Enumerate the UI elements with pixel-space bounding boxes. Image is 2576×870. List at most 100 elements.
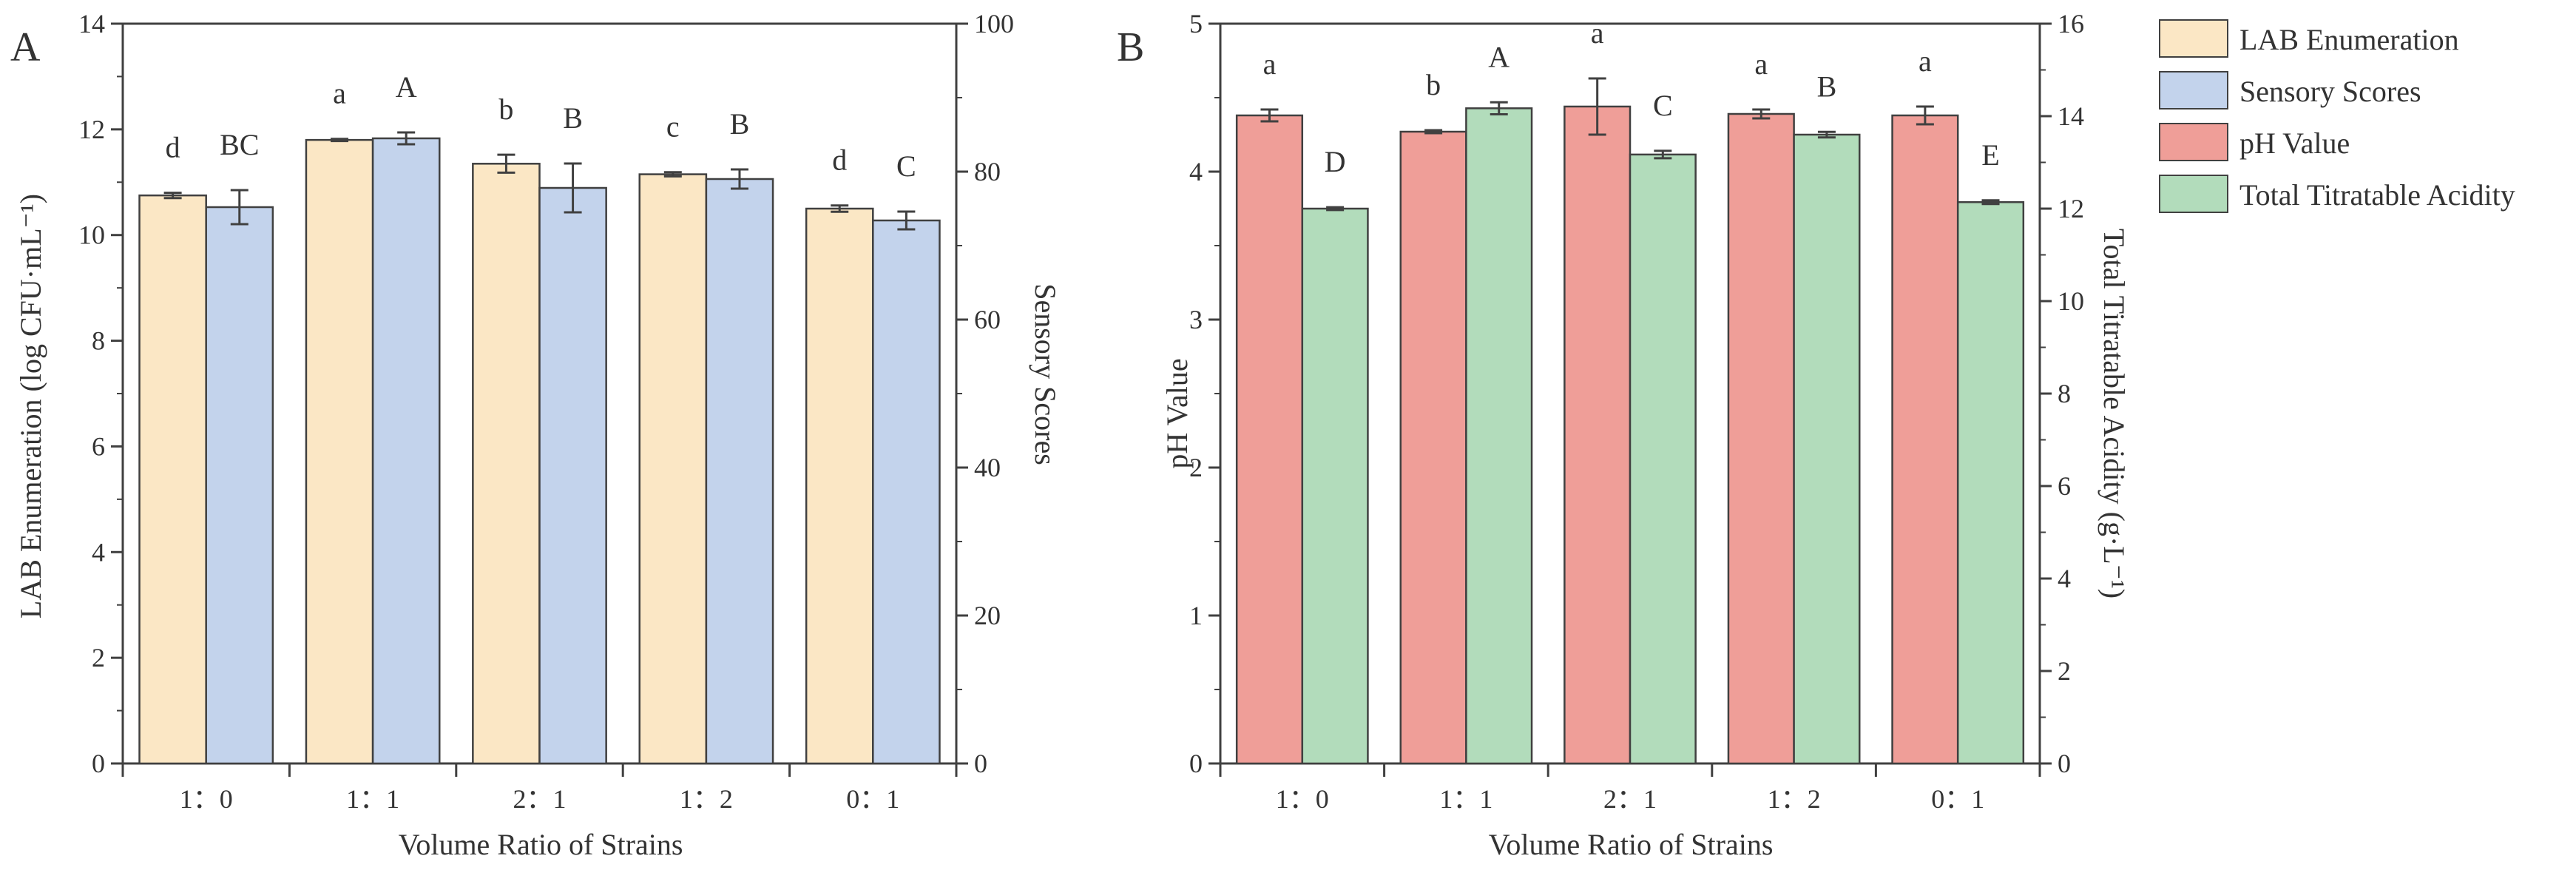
left-axis-tick-label: 3 bbox=[1189, 305, 1203, 334]
right-axis-tick-label: 10 bbox=[2058, 286, 2084, 316]
x-axis-category-label: 1：0 bbox=[1276, 784, 1329, 814]
significance-letter: A bbox=[1488, 40, 1510, 73]
right-axis-tick-label: 40 bbox=[974, 453, 1001, 482]
legend-label-sensory: Sensory Scores bbox=[2239, 75, 2421, 108]
bar bbox=[1235, 114, 1304, 765]
significance-letter: a bbox=[333, 77, 346, 110]
significance-letter: a bbox=[1263, 47, 1277, 81]
legend: LAB Enumeration Sensory Scores pH Value … bbox=[2159, 19, 2515, 213]
bar bbox=[205, 206, 274, 765]
right-axis-tick-label: 14 bbox=[2058, 101, 2084, 131]
significance-letter: b bbox=[1426, 68, 1441, 101]
left-axis-tick-label: 14 bbox=[78, 9, 105, 38]
panel-letter-a: A bbox=[10, 24, 41, 70]
legend-label-tta: Total Titratable Acidity bbox=[2239, 178, 2515, 212]
bar bbox=[805, 207, 874, 765]
bar bbox=[538, 186, 607, 765]
bar bbox=[1465, 107, 1533, 765]
significance-letter: B bbox=[563, 101, 583, 135]
x-axis-category-label: 1：1 bbox=[346, 784, 399, 814]
significance-letter: D bbox=[1325, 145, 1346, 178]
right-axis-tick-label: 100 bbox=[974, 9, 1014, 38]
panel-b-x-axis-label: Volume Ratio of Strains bbox=[1489, 828, 1774, 861]
legend-label-lab: LAB Enumeration bbox=[2239, 23, 2459, 56]
left-axis-tick-label: 0 bbox=[1189, 749, 1203, 778]
bar bbox=[1563, 105, 1632, 765]
legend-swatch-tta bbox=[2159, 175, 2228, 213]
significance-letter: d bbox=[832, 144, 847, 177]
bar bbox=[1629, 153, 1697, 765]
x-axis-category-label: 1：1 bbox=[1439, 784, 1492, 814]
bar bbox=[872, 219, 941, 765]
left-axis-tick-label: 1 bbox=[1189, 601, 1203, 630]
panel-a-left-axis-label: LAB Enumeration (log CFU·mL⁻¹) bbox=[14, 194, 47, 618]
panel-a-right-axis-label: Sensory Scores bbox=[1029, 283, 1062, 465]
significance-letter: B bbox=[730, 107, 750, 141]
significance-letter: C bbox=[896, 149, 916, 183]
x-axis-category-label: 1：2 bbox=[1768, 784, 1821, 814]
bar bbox=[138, 194, 207, 765]
bar bbox=[1727, 112, 1795, 765]
panel-a-x-axis-label: Volume Ratio of Strains bbox=[399, 828, 683, 861]
panel-letter-b: B bbox=[1117, 24, 1144, 70]
bar bbox=[371, 137, 441, 765]
right-axis-tick-label: 0 bbox=[2058, 749, 2071, 778]
x-axis-category-label: 1：0 bbox=[180, 784, 233, 814]
left-axis-tick-label: 10 bbox=[78, 220, 105, 250]
left-axis-tick-label: 0 bbox=[92, 749, 105, 778]
bar bbox=[1793, 133, 1861, 765]
right-axis-tick-label: 20 bbox=[974, 601, 1001, 630]
significance-letter: d bbox=[166, 131, 180, 164]
right-axis-tick-label: 2 bbox=[2058, 656, 2071, 686]
left-axis-tick-label: 2 bbox=[1189, 453, 1203, 482]
right-axis-tick-label: 8 bbox=[2058, 379, 2071, 408]
legend-swatch-lab bbox=[2159, 19, 2228, 58]
panel-b-right-axis-label: Total Titratable Acidity (g·L⁻¹) bbox=[2097, 229, 2131, 598]
right-axis-tick-label: 4 bbox=[2058, 564, 2071, 593]
right-axis-tick-label: 80 bbox=[974, 157, 1001, 186]
right-axis-tick-label: 60 bbox=[974, 305, 1001, 334]
panel-b-left-axis-label: pH Value bbox=[1160, 358, 1194, 468]
left-axis-tick-label: 12 bbox=[78, 115, 105, 144]
x-axis-category-label: 2：1 bbox=[513, 784, 566, 814]
significance-letter: b bbox=[498, 92, 513, 126]
significance-letter: E bbox=[1981, 138, 1999, 172]
x-axis-category-label: 0：1 bbox=[1931, 784, 1984, 814]
significance-letter: a bbox=[1919, 44, 1932, 78]
left-axis-tick-label: 6 bbox=[92, 431, 105, 461]
significance-letter: a bbox=[1754, 47, 1768, 81]
bar bbox=[638, 173, 708, 765]
left-axis-tick-label: 4 bbox=[1189, 157, 1203, 186]
x-axis-category-label: 2：1 bbox=[1603, 784, 1657, 814]
left-axis-tick-label: 5 bbox=[1189, 9, 1203, 38]
left-axis-tick-label: 2 bbox=[92, 643, 105, 672]
left-axis-tick-label: 8 bbox=[92, 326, 105, 356]
significance-letter: B bbox=[1817, 70, 1837, 103]
bar bbox=[1891, 114, 1959, 765]
significance-letter: a bbox=[1591, 16, 1604, 50]
right-axis-tick-label: 6 bbox=[2058, 471, 2071, 501]
significance-letter: c bbox=[666, 110, 680, 144]
bar bbox=[1956, 201, 2025, 765]
right-axis-tick-label: 16 bbox=[2058, 9, 2084, 38]
bar bbox=[705, 178, 774, 765]
left-axis-tick-label: 4 bbox=[92, 537, 105, 567]
right-axis-tick-label: 12 bbox=[2058, 194, 2084, 223]
x-axis-category-label: 0：1 bbox=[846, 784, 899, 814]
legend-swatch-ph bbox=[2159, 123, 2228, 161]
right-axis-tick-label: 0 bbox=[974, 749, 987, 778]
panel-a-plot: 0 2 4 6 8 10 12 14 0 20 40 60 80 100 1：0 1：1 2：1 1：2 0：1 d a… bbox=[78, 9, 1014, 814]
bar bbox=[1301, 207, 1369, 765]
bar bbox=[305, 138, 374, 765]
significance-letter: BC bbox=[220, 128, 259, 161]
significance-letter: C bbox=[1653, 89, 1673, 122]
panel-a: A 0 2 4 6 8 10 12 14 0 20 40 60 80 100 1：0 1：1 2：1 1：2 0：1… bbox=[10, 9, 1062, 861]
legend-label-ph: pH Value bbox=[2239, 127, 2350, 160]
legend-swatch-sensory bbox=[2159, 71, 2228, 109]
significance-letter: A bbox=[396, 70, 417, 104]
bar bbox=[1399, 130, 1467, 765]
bar bbox=[472, 163, 541, 765]
